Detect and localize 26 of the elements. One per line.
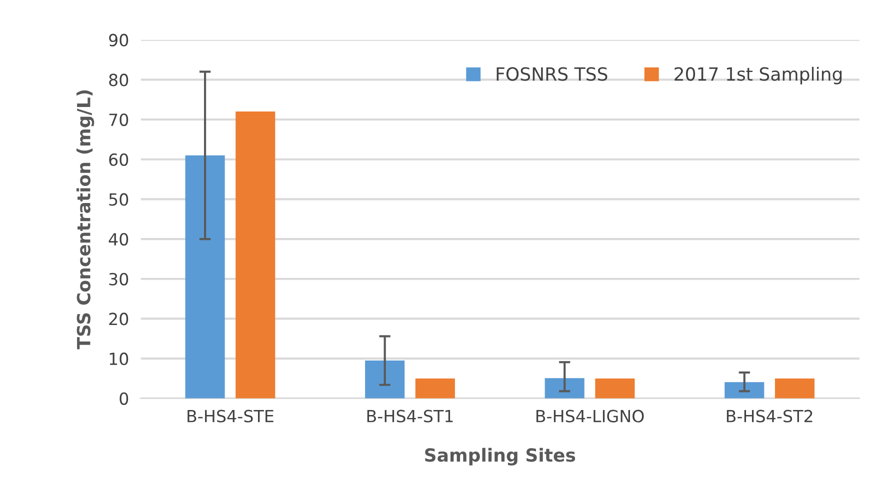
y-tick-label: 40 <box>108 233 128 246</box>
bar <box>236 112 276 398</box>
y-tick-label: 90 <box>109 34 128 46</box>
x-tick-label: B-HS4-LIGNO <box>536 410 644 422</box>
bar <box>595 378 635 398</box>
y-tick-label: 50 <box>109 193 128 206</box>
x-tick-label: B-HS4-ST2 <box>726 410 812 422</box>
y-tick-label: 20 <box>109 312 128 326</box>
bar <box>415 378 455 398</box>
y-tick-label: 10 <box>110 352 128 366</box>
y-tick-label: 70 <box>109 113 128 126</box>
bar <box>365 360 405 398</box>
bar <box>724 382 764 398</box>
y-tick-label: 30 <box>109 272 128 286</box>
y-tick-label: 60 <box>109 153 128 166</box>
x-axis-title: Sampling Sites <box>425 448 576 466</box>
x-tick-label: B-HS4-STE <box>188 410 274 422</box>
legend-label: 2017 1st Sampling <box>674 66 842 84</box>
bar <box>774 378 815 398</box>
x-tick-label: B-HS4-ST1 <box>367 410 453 422</box>
y-tick-label: 0 <box>120 392 128 405</box>
y-tick-label: 80 <box>109 74 128 86</box>
bar <box>185 155 225 398</box>
bar <box>544 378 584 398</box>
y-axis-title: TSS Concentration (mg/L) <box>76 90 94 350</box>
legend-label: FOSNRS TSS <box>496 67 608 81</box>
